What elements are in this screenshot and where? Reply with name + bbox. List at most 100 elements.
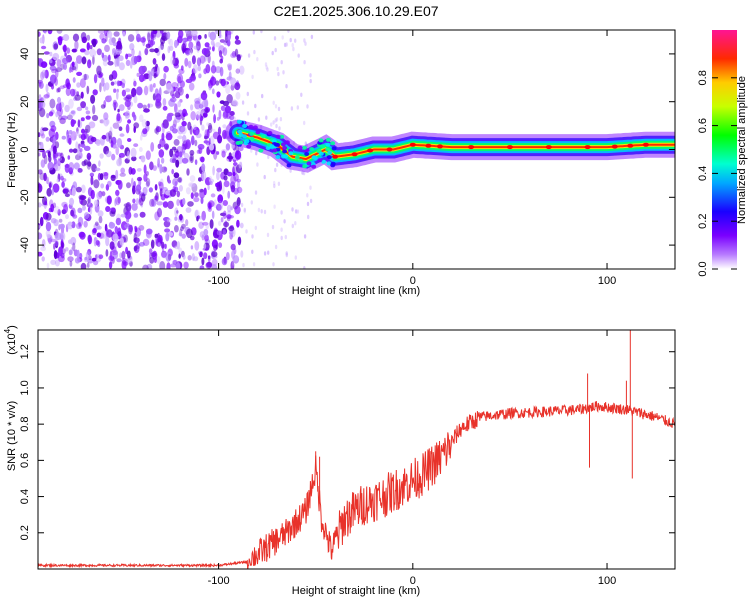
spectrogram-noise-cell (279, 117, 283, 122)
spectrogram-noise-cell (193, 196, 200, 203)
spectrogram-noise-cell (304, 41, 307, 46)
spectrogram-noise-cell (121, 89, 126, 97)
spectrogram-noise-cell (140, 155, 146, 163)
spectrogram-noise-cell (164, 143, 169, 150)
spectrogram-ridge-blob (312, 156, 318, 160)
spectrogram-noise-cell (187, 201, 194, 207)
spectrogram-noise-cell (178, 185, 183, 192)
spectrogram-noise-cell (198, 221, 204, 229)
spectrogram-noise-cell (201, 163, 206, 172)
spectrogram-noise-cell (169, 189, 177, 197)
spectrogram-noise-cell (278, 126, 281, 131)
spectrogram-noise-cell (133, 114, 137, 121)
spectrogram-noise-cell (205, 224, 209, 229)
spectrogram-noise-cell (83, 145, 91, 151)
spectrogram-noise-cell (234, 205, 241, 215)
spectrogram-noise-cell (197, 104, 205, 112)
spectrogram-noise-cell (289, 37, 292, 43)
spectrogram-noise-cell (117, 108, 120, 113)
spectrogram-ridge-blob (321, 159, 327, 164)
spectrogram-noise-cell (60, 175, 64, 181)
spectrogram-noise-cell (200, 156, 205, 163)
spectrogram-noise-cell (46, 187, 52, 197)
spectrogram-noise-cell (193, 256, 199, 262)
spectrogram-noise-cell (38, 31, 41, 37)
snr-y-tick-label: 1.0 (19, 380, 31, 395)
spectrogram-noise-cell (199, 114, 203, 122)
spectrogram-noise-cell (193, 45, 200, 50)
spectrogram-noise-cell (257, 117, 261, 122)
spectrogram-noise-cell (128, 166, 133, 175)
spectrogram-noise-cell (166, 31, 171, 40)
spectrogram-noise-cell (92, 39, 97, 48)
spectrogram-noise-cell (197, 34, 202, 40)
spectrogram-noise-cell (310, 34, 314, 40)
spectrogram-ridge-blob (317, 158, 323, 163)
spectrogram-noise-cell (41, 256, 45, 262)
spectrogram-noise-cell (40, 246, 46, 252)
spectrogram-noise-cell (155, 93, 162, 104)
spectrogram-noise-cell (274, 118, 277, 123)
spectrogram-noise-cell (43, 94, 50, 99)
spectrogram-noise-cell (107, 180, 112, 187)
spectrogram-noise-cell (38, 81, 44, 89)
spectrogram-noise-cell (189, 175, 196, 183)
spectrogram-noise-cell (89, 203, 94, 209)
spectrogram-noise-cell (59, 223, 65, 230)
spectrogram-ridge-blob (255, 130, 261, 135)
spectrogram-noise-cell (42, 30, 47, 33)
spectrogram-noise-cell (226, 94, 233, 104)
spectrogram-noise-cell (138, 74, 145, 83)
spectrogram-noise-cell (64, 163, 70, 173)
spectrogram-noise-cell (223, 175, 228, 181)
spectrogram-noise-cell (197, 215, 200, 220)
spectrogram-hot-spot (611, 144, 618, 149)
spectrogram-noise-cell (139, 114, 144, 123)
spectrogram-noise-cell (252, 262, 256, 267)
spectrogram-noise-cell (228, 230, 234, 236)
spectrogram-noise-cell (52, 202, 57, 209)
spectrogram-noise-cell (230, 260, 235, 269)
spectrogram-noise-cell (171, 158, 177, 164)
spectrogram-noise-cell (190, 104, 194, 111)
spectrogram-noise-cell (118, 55, 124, 62)
spectrogram-noise-cell (230, 185, 236, 193)
spectrogram-noise-cell (82, 205, 86, 211)
spectrogram-noise-cell (38, 132, 41, 138)
spectrogram-noise-cell (38, 94, 42, 101)
spectrogram-noise-cell (125, 94, 133, 100)
spectrogram-noise-cell (94, 237, 98, 242)
spectrogram-noise-cell (194, 159, 198, 166)
spectrogram-noise-cell (58, 255, 65, 263)
spectrogram-noise-cell (54, 68, 59, 78)
spectrogram-noise-cell (136, 168, 142, 172)
spectrogram-noise-cell (204, 42, 210, 48)
spectrogram-noise-cell (71, 187, 76, 197)
spectrogram-noise-cell (74, 94, 81, 101)
spectrogram-noise-cell (276, 66, 279, 72)
spectrogram-noise-cell (136, 33, 141, 43)
spectrogram-noise-cell (184, 30, 191, 34)
spectrogram-noise-cell (219, 100, 225, 105)
spectrogram-noise-cell (116, 91, 119, 100)
spectrogram-noise-cell (46, 262, 50, 269)
spectrogram-noise-cell (109, 126, 113, 137)
spectrogram-ridge-blob (280, 142, 286, 147)
spectrogram-noise-cell (223, 180, 230, 188)
spectrogram-noise-cell (118, 62, 125, 71)
spectrogram-noise-cell (161, 132, 165, 141)
spectrogram-noise-cell (42, 96, 46, 102)
spectrogram-noise-cell (187, 35, 193, 42)
spectrogram-noise-cell (55, 103, 61, 112)
spectrogram-noise-cell (142, 238, 150, 246)
spectrogram-noise-cell (172, 178, 179, 187)
spectrogram-ridge-blob (275, 155, 281, 159)
spectrogram-noise-cell (198, 147, 203, 155)
spectrogram-ridge-blob (242, 124, 248, 128)
spectrogram-noise-cell (143, 108, 150, 113)
chart-title: C2E1.2025.306.10.29.E07 (273, 3, 438, 19)
spectrogram-ridge-blob (282, 149, 288, 154)
spectrogram-noise-cell (85, 110, 91, 115)
spectrogram-noise-cell (162, 98, 167, 107)
spectrogram-noise-cell (188, 41, 194, 49)
